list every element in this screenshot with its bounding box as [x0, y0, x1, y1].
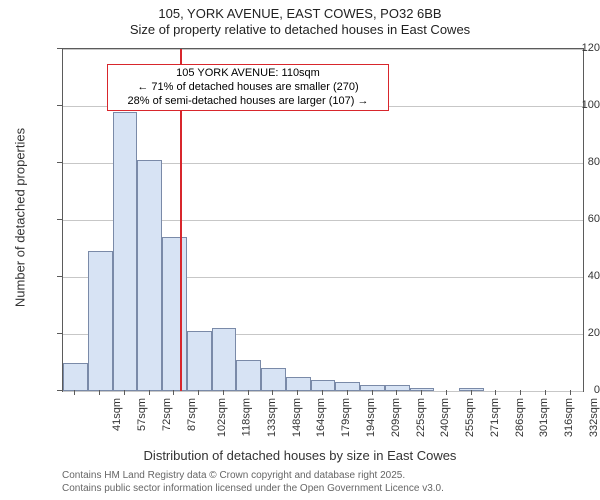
histogram-bar	[212, 328, 237, 391]
tick-label-y: 60	[546, 213, 600, 225]
tick-label-y: 0	[546, 384, 600, 396]
tick-x	[173, 390, 174, 395]
tick-y	[57, 105, 62, 106]
tick-x	[471, 390, 472, 395]
histogram-bar	[113, 112, 138, 391]
histogram-bar	[162, 237, 187, 391]
tick-label-x: 102sqm	[217, 398, 229, 437]
tick-label-y: 20	[546, 327, 600, 339]
tick-x	[272, 390, 273, 395]
tick-y	[57, 162, 62, 163]
histogram-bar	[335, 382, 360, 391]
tick-y	[57, 333, 62, 334]
tick-y	[57, 48, 62, 49]
footer-line-2: Contains public sector information licen…	[62, 483, 444, 494]
tick-x	[347, 390, 348, 395]
annotation-smaller: ← 71% of detached houses are smaller (27…	[112, 81, 384, 95]
tick-x	[396, 390, 397, 395]
y-axis-label: Number of detached properties	[13, 118, 28, 318]
tick-x	[248, 390, 249, 395]
tick-label-x: 41sqm	[111, 398, 123, 431]
histogram-bar	[236, 360, 261, 391]
tick-y	[57, 219, 62, 220]
tick-x	[520, 390, 521, 395]
tick-label-y: 80	[546, 156, 600, 168]
tick-label-x: 332sqm	[588, 398, 600, 437]
histogram-bar	[63, 363, 88, 392]
tick-y	[57, 276, 62, 277]
chart-container: { "chart": { "type": "histogram", "title…	[0, 0, 600, 500]
tick-label-x: 87sqm	[186, 398, 198, 431]
tick-x	[149, 390, 150, 395]
tick-label-x: 118sqm	[241, 398, 253, 436]
tick-x	[495, 390, 496, 395]
tick-label-x: 133sqm	[266, 398, 278, 437]
tick-label-y: 40	[546, 270, 600, 282]
tick-x	[297, 390, 298, 395]
tick-x	[421, 390, 422, 395]
tick-label-x: 255sqm	[464, 398, 476, 437]
histogram-bar	[261, 368, 286, 391]
tick-x	[74, 390, 75, 395]
tick-label-x: 286sqm	[514, 398, 526, 437]
gridline-y	[63, 49, 583, 50]
histogram-bar	[137, 160, 162, 391]
tick-label-x: 164sqm	[316, 398, 328, 437]
histogram-bar	[88, 251, 113, 391]
annotation-title: 105 YORK AVENUE: 110sqm	[112, 67, 384, 81]
tick-y	[57, 390, 62, 391]
chart-title: 105, YORK AVENUE, EAST COWES, PO32 6BB	[0, 6, 600, 21]
histogram-bar	[459, 388, 484, 391]
tick-x	[545, 390, 546, 395]
tick-label-x: 179sqm	[340, 398, 352, 437]
tick-label-x: 57sqm	[136, 398, 148, 431]
tick-label-x: 316sqm	[563, 398, 575, 437]
tick-x	[570, 390, 571, 395]
annotation-larger: 28% of semi-detached houses are larger (…	[112, 95, 384, 109]
tick-label-x: 148sqm	[291, 398, 303, 437]
tick-x	[372, 390, 373, 395]
tick-label-x: 271sqm	[489, 398, 501, 437]
tick-label-x: 301sqm	[538, 398, 550, 437]
tick-label-y: 120	[546, 42, 600, 54]
tick-x	[99, 390, 100, 395]
tick-x	[124, 390, 125, 395]
tick-label-x: 209sqm	[390, 398, 402, 437]
tick-label-x: 194sqm	[365, 398, 377, 437]
footer-line-1: Contains HM Land Registry data © Crown c…	[62, 470, 405, 481]
tick-label-x: 72sqm	[161, 398, 173, 431]
tick-x	[198, 390, 199, 395]
histogram-bar	[360, 385, 385, 391]
property-annotation: 105 YORK AVENUE: 110sqm← 71% of detached…	[107, 64, 389, 111]
tick-x	[446, 390, 447, 395]
tick-x	[322, 390, 323, 395]
histogram-bar	[286, 377, 311, 391]
tick-x	[223, 390, 224, 395]
x-axis-label: Distribution of detached houses by size …	[0, 448, 600, 463]
histogram-bar	[187, 331, 212, 391]
chart-subtitle: Size of property relative to detached ho…	[0, 22, 600, 37]
gridline-y	[63, 391, 583, 392]
tick-label-y: 100	[546, 99, 600, 111]
tick-label-x: 225sqm	[415, 398, 427, 437]
tick-label-x: 240sqm	[439, 398, 451, 437]
